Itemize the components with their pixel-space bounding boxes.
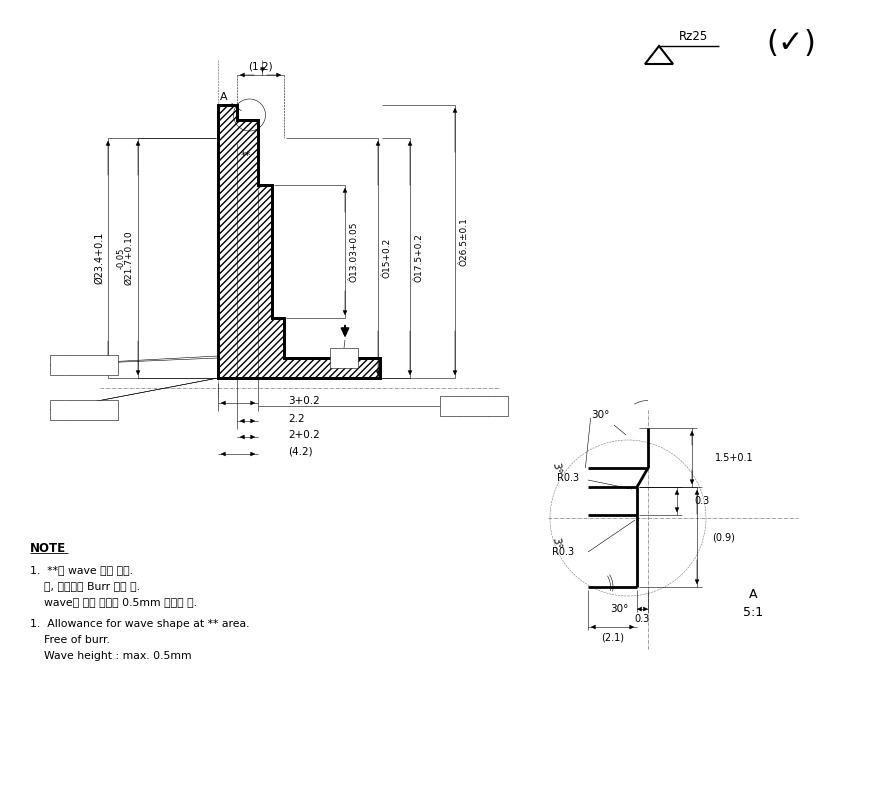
Text: R0.3: R0.3: [556, 473, 579, 483]
Text: 0.1: 0.1: [76, 360, 92, 370]
Text: R0.3: R0.3: [551, 547, 574, 557]
Text: Rz25: Rz25: [679, 29, 708, 42]
Text: Ø23.4+0.1: Ø23.4+0.1: [94, 232, 104, 285]
Bar: [329, 348, 357, 368]
Text: A: A: [219, 92, 227, 102]
Text: NOTE: NOTE: [30, 541, 66, 555]
Text: wave의 상하 단차는 0.5mm 이내일 것.: wave의 상하 단차는 0.5mm 이내일 것.: [44, 597, 196, 607]
Text: 30°: 30°: [590, 410, 608, 420]
Text: 1.5+0.1: 1.5+0.1: [714, 453, 753, 462]
Text: Wave height : max. 0.5mm: Wave height : max. 0.5mm: [44, 651, 191, 661]
Text: (4.2): (4.2): [288, 447, 312, 457]
Polygon shape: [218, 105, 380, 378]
Text: 1.  **부 wave 형상 허용.: 1. **부 wave 형상 허용.: [30, 565, 133, 575]
Text: A: A: [104, 360, 112, 370]
Text: 3°: 3°: [549, 536, 561, 550]
Text: **: **: [240, 151, 250, 161]
Text: ⊥: ⊥: [444, 399, 454, 413]
Text: Ô15+0.2: Ô15+0.2: [382, 238, 391, 278]
Text: Ô13.03+0.05: Ô13.03+0.05: [349, 222, 358, 282]
Text: Free of burr.: Free of burr.: [44, 635, 109, 645]
Text: $(\checkmark)$: $(\checkmark)$: [765, 26, 813, 57]
Text: A: A: [339, 351, 348, 364]
Text: 0.3: 0.3: [634, 614, 649, 624]
Text: Ô26.5±0.1: Ô26.5±0.1: [459, 217, 468, 266]
Bar: [440, 396, 507, 416]
Text: 3°: 3°: [549, 461, 561, 475]
Text: 단, 날카로운 Burr 없을 것.: 단, 날카로운 Burr 없을 것.: [44, 581, 140, 591]
Text: 0.1: 0.1: [76, 405, 92, 415]
Text: (1.2): (1.2): [248, 61, 273, 71]
Text: Ô17.5+0.2: Ô17.5+0.2: [414, 234, 423, 282]
Bar: [50, 400, 118, 420]
Bar: [50, 355, 118, 375]
Text: 2.2: 2.2: [288, 414, 304, 424]
Text: A: A: [494, 401, 501, 411]
Text: -0.05: -0.05: [116, 247, 125, 269]
Text: (2.1): (2.1): [600, 632, 623, 642]
Text: 2+0.2: 2+0.2: [288, 430, 320, 440]
Text: 0.3: 0.3: [693, 496, 708, 506]
Text: Ø21.7+0.10: Ø21.7+0.10: [124, 230, 133, 285]
Text: 3+0.2: 3+0.2: [288, 396, 320, 406]
Text: 0.1: 0.1: [465, 401, 481, 411]
Text: 1.  Allowance for wave shape at ** area.: 1. Allowance for wave shape at ** area.: [30, 619, 249, 629]
Text: A: A: [748, 588, 756, 602]
Text: 5:1: 5:1: [742, 606, 762, 618]
Text: (0.9): (0.9): [711, 532, 734, 542]
Text: 30°: 30°: [609, 604, 627, 614]
Text: A: A: [104, 405, 112, 415]
